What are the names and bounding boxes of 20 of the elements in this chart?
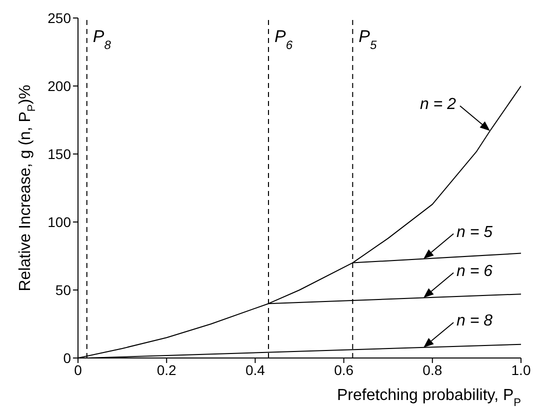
ref-line-label: P$_{6}$ [274,27,293,52]
x-tick-label: 0.6 [334,362,354,378]
y-tick-label: 50 [55,282,72,298]
y-tick-label: 100 [48,214,72,230]
legend-label: n = 8 [456,312,493,330]
x-axis-title: Prefetching probability, P$_{P}$ [336,387,521,409]
text: n = 2 [420,96,456,114]
x-tick-label: 0.8 [422,362,442,378]
x-tick-label: 1.0 [511,362,531,378]
x-tick-label: 0.4 [245,362,266,378]
y-tick-label: 200 [48,78,72,94]
legend-label: n = 5 [456,224,493,242]
ref-line-label: P$_{8}$ [92,27,112,52]
x-tick-label: 0.2 [156,362,177,378]
ref-line-label: P$_{5}$ [358,27,378,52]
legend-label: n = 6 [456,262,493,280]
y-tick-label: 0 [63,350,72,366]
x-tick-label: 0 [74,362,82,378]
y-tick-label: 250 [48,10,72,26]
y-tick-label: 150 [48,146,72,162]
